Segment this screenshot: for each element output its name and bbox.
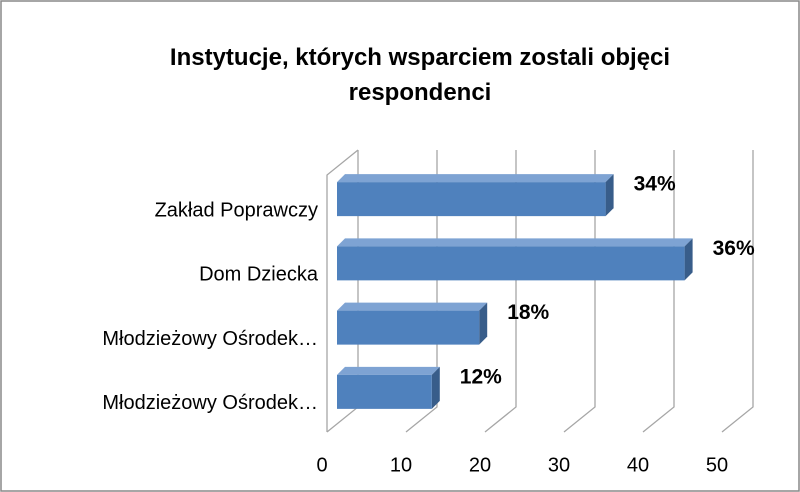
grid-line xyxy=(721,150,754,433)
side-wall xyxy=(326,149,359,432)
bar xyxy=(337,174,614,217)
y-tick-label: Dom Dziecka xyxy=(199,264,319,286)
bar-face xyxy=(479,302,488,345)
title-box: Instytucje, których wsparciem zostali ob… xyxy=(169,44,671,106)
y-tick-label: Młodzieżowy Ośrodek… xyxy=(102,392,318,414)
bar-face xyxy=(337,302,488,311)
bar-face xyxy=(337,246,685,281)
grid-line xyxy=(405,150,438,433)
grid-line xyxy=(642,150,675,433)
bar-face xyxy=(605,174,614,217)
bar-face xyxy=(337,182,606,217)
data-label: 34% xyxy=(634,173,676,196)
x-tick-label: 50 xyxy=(706,454,728,476)
bar-face xyxy=(431,366,440,409)
bar-face xyxy=(337,174,614,183)
bar-face xyxy=(684,238,693,281)
x-tick-label: 10 xyxy=(390,454,412,476)
bar xyxy=(337,302,488,345)
bar-face xyxy=(337,310,480,345)
x-tick-label: 40 xyxy=(627,454,649,476)
x-tick-label: 20 xyxy=(469,454,491,476)
x-tick-label: 30 xyxy=(548,454,570,476)
bar-face xyxy=(337,366,440,375)
grid-line xyxy=(484,150,517,433)
y-tick-label: Zakład Poprawczy xyxy=(155,199,318,221)
data-label: 18% xyxy=(507,301,549,324)
chart-title: Instytucje, których wsparciem zostali ob… xyxy=(169,44,671,106)
bar-face xyxy=(337,374,432,409)
data-label: 36% xyxy=(713,237,755,260)
data-label: 12% xyxy=(460,365,502,388)
bar xyxy=(337,366,440,409)
bar xyxy=(337,238,693,281)
x-tick-label: 0 xyxy=(316,454,327,476)
y-tick-label: Młodzieżowy Ośrodek… xyxy=(102,328,318,350)
grid-line xyxy=(563,150,596,433)
bar-face xyxy=(337,238,693,247)
